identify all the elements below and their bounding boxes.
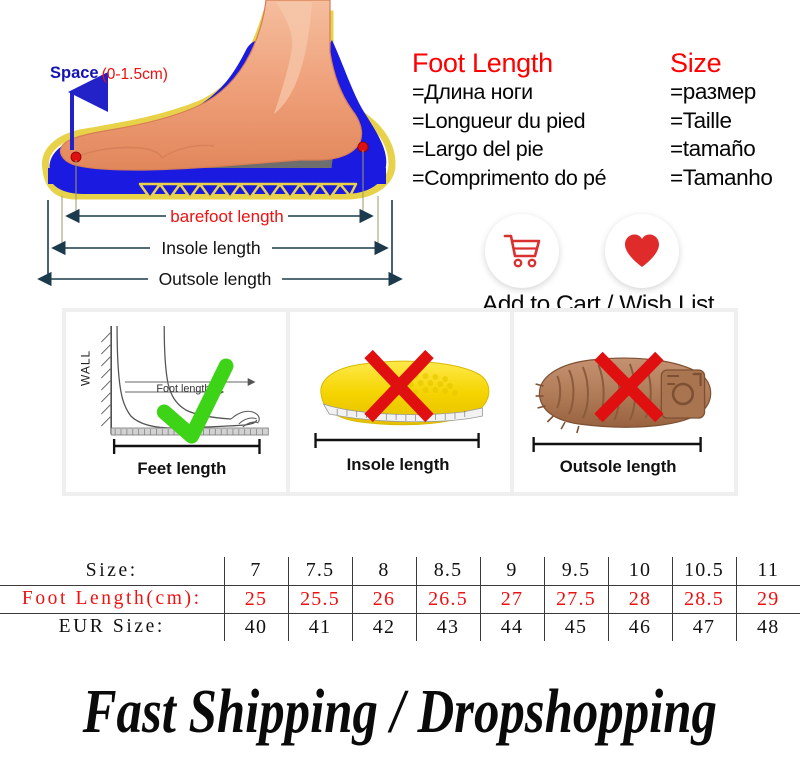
- table-row: EUR Size: 40 41 42 43 44 45 46 47 48: [0, 612, 800, 641]
- table-cell: 28: [607, 584, 673, 614]
- shopping-cart-icon: [503, 234, 541, 268]
- foot-length-heading: Foot Length: [412, 48, 553, 78]
- table-cell: 42: [351, 612, 417, 641]
- table-cell: 10.5: [671, 557, 737, 586]
- space-label: Space: [50, 64, 99, 82]
- translation-panel: Foot Length =Длина ноги =Longueur du pie…: [412, 48, 800, 218]
- table-cell: 45: [543, 612, 609, 641]
- table-cell: 27: [479, 584, 545, 614]
- insole-length-label: Insole length: [161, 238, 260, 258]
- size-translation: =tamaño: [670, 136, 756, 161]
- space-range-label: (0-1.5cm): [102, 66, 168, 83]
- table-cell: 46: [607, 612, 673, 641]
- shoe-sole: [48, 168, 386, 184]
- barefoot-length-label: barefoot length: [170, 207, 283, 226]
- table-cell: 47: [671, 612, 737, 641]
- shipping-banner: Fast Shipping / Dropshopping: [0, 665, 800, 760]
- size-translation: =Taille: [670, 107, 732, 133]
- foot-shape: [59, 0, 363, 171]
- invalid-cross-icon: [594, 351, 664, 423]
- foot-length-translation: =Longueur du pied: [412, 108, 586, 133]
- foot-length-translations: Foot Length =Длина ноги =Longueur du pie…: [412, 48, 607, 192]
- table-cell: 41: [287, 612, 353, 641]
- inner-foot-length-label: Foot length: [156, 383, 210, 395]
- foot-length-translation: =Длина ноги: [412, 80, 533, 104]
- foot-measurement-diagram: Space (0-1.5cm) barefoot length Insole l…: [0, 0, 420, 300]
- table-cell: 9: [479, 557, 545, 586]
- table-cell: 26: [351, 584, 417, 614]
- sole-tread: [138, 182, 358, 200]
- table-cell: 11: [735, 557, 800, 586]
- panel-caption: Insole length: [347, 455, 450, 474]
- table-cell: 43: [415, 612, 481, 641]
- table-cell: 48: [735, 612, 800, 641]
- table-cell: 8.5: [415, 557, 481, 586]
- size-translation: =Tamanho: [670, 164, 773, 190]
- heart-icon: [625, 234, 659, 267]
- table-cell: 40: [223, 612, 289, 641]
- size-translation: =размер: [670, 79, 756, 104]
- table-cell: 7: [223, 557, 289, 586]
- panel-caption: Feet length: [137, 459, 226, 478]
- table-cell: 25: [223, 584, 289, 614]
- table-row-label: EUR Size:: [0, 612, 225, 641]
- panel-outsole-length: Outsole length: [514, 312, 734, 492]
- size-heading: Size: [670, 48, 722, 78]
- foot-length-translation: =Comprimento do pé: [412, 165, 607, 190]
- table-cell: 27.5: [543, 584, 609, 614]
- invalid-cross-icon: [364, 349, 434, 423]
- table-cell: 7.5: [287, 557, 353, 586]
- measurement-method-panels: WALL Foot length: [62, 308, 738, 496]
- wall-label: WALL: [79, 350, 93, 386]
- add-to-cart-button[interactable]: [485, 214, 559, 288]
- panel-insole-length: Insole length: [290, 312, 510, 492]
- table-cell: 26.5: [415, 584, 481, 614]
- table-cell: 9.5: [543, 557, 609, 586]
- table-cell: 29: [735, 584, 800, 614]
- table-row-label: Size:: [0, 557, 225, 586]
- panel-caption: Outsole length: [560, 457, 677, 476]
- table-cell: 28.5: [671, 584, 737, 614]
- table-row-label: Foot Length(cm):: [0, 584, 225, 614]
- table-row: Size: 7 7.5 8 8.5 9 9.5 10 10.5 11: [0, 557, 800, 586]
- table-cell: 8: [351, 557, 417, 586]
- add-to-wishlist-button[interactable]: [605, 214, 679, 288]
- size-conversion-table: Size: 7 7.5 8 8.5 9 9.5 10 10.5 11 Foot Length(cm)…: [0, 557, 800, 641]
- foot-length-translation: =Largo del pie: [412, 137, 544, 161]
- table-cell: 10: [607, 557, 673, 586]
- valid-check-icon: [156, 358, 234, 444]
- cart-wishlist-section: Add to Cart / Wish List: [443, 214, 753, 318]
- table-cell: 25.5: [287, 584, 353, 614]
- size-translations: Size =размер =Taille =tamaño =Tamanho: [670, 48, 773, 192]
- shipping-banner-text: Fast Shipping / Dropshopping: [82, 678, 718, 746]
- table-cell: 44: [479, 612, 545, 641]
- table-row: Foot Length(cm): 25 25.5 26 26.5 27 27.5 28 28.5…: [0, 584, 800, 614]
- outsole-length-label: Outsole length: [159, 269, 272, 289]
- panel-feet-length: WALL Foot length: [66, 312, 286, 492]
